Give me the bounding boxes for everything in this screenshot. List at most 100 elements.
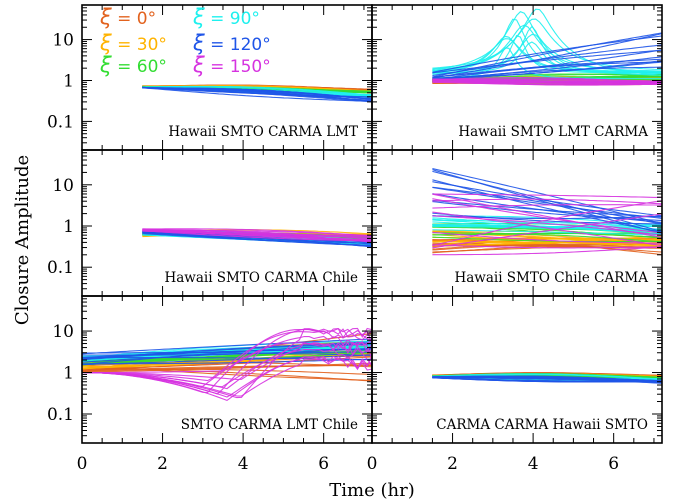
series-line-150deg	[432, 77, 662, 84]
series-line-0deg	[82, 364, 372, 372]
y-tick-label: 0.1	[47, 258, 74, 278]
x-tick-label: 6	[318, 454, 329, 474]
legend-entry: ξ = 30°	[99, 31, 167, 55]
panel-frame	[371, 295, 663, 444]
series-line-120deg	[432, 181, 662, 217]
series-line-120deg	[432, 60, 662, 81]
legend-entry: ξ = 120°	[192, 31, 271, 55]
series-line-150deg	[432, 198, 662, 234]
y-tick-label: 0.1	[47, 405, 74, 425]
series-line-90deg	[432, 217, 662, 230]
y-axis-label: Closure Amplitude	[12, 155, 33, 325]
legend-label: = 90°	[205, 9, 260, 29]
panel-series	[432, 372, 662, 384]
panel-series	[142, 228, 372, 248]
series-line-90deg	[432, 374, 662, 381]
legend-label: = 0°	[112, 9, 156, 29]
legend-label: = 60°	[112, 57, 167, 77]
x-tick-label: 4	[238, 454, 249, 474]
series-line-90deg	[432, 18, 662, 71]
panel-label: CARMA CARMA Hawaii SMTO	[436, 417, 648, 433]
panel-4: Hawaii SMTO Chile CARMA	[371, 149, 663, 297]
series-line-60deg	[432, 236, 662, 243]
series-line-90deg	[432, 47, 662, 80]
series-line-150deg	[142, 230, 372, 242]
series-line-150deg	[432, 231, 662, 244]
panel-1: 10 1 0.1 Hawaii SMTO CARMA LMT	[47, 4, 373, 151]
series-line-90deg	[432, 223, 662, 233]
panel-series	[142, 84, 372, 103]
x-tick-label: 4	[528, 454, 539, 474]
panel-series	[432, 168, 662, 256]
series-line-120deg	[432, 61, 662, 81]
y-tick-label: 10	[52, 176, 74, 196]
series-line-150deg	[432, 246, 662, 256]
panel-2: Hawaii SMTO LMT CARMA	[371, 4, 663, 151]
legend-label: = 30°	[112, 35, 167, 55]
series-line-60deg	[432, 233, 662, 243]
series-line-90deg	[432, 229, 662, 236]
legend-entry: ξ = 90°	[192, 5, 260, 29]
x-tick-label: 2	[157, 454, 168, 474]
x-tick-label: 2	[447, 454, 458, 474]
series-line-30deg	[432, 238, 662, 243]
series-line-120deg	[432, 49, 662, 74]
series-line-120deg	[432, 179, 662, 233]
series-line-120deg	[432, 186, 662, 225]
series-line-150deg	[432, 80, 662, 86]
series-line-150deg	[432, 193, 662, 199]
series-line-150deg	[432, 211, 662, 247]
panel-label: SMTO CARMA LMT Chile	[181, 417, 358, 433]
series-line-0deg	[82, 364, 372, 382]
series-line-120deg	[142, 87, 372, 98]
series-line-120deg	[432, 199, 662, 218]
panel-label: Hawaii SMTO CARMA Chile	[164, 270, 358, 286]
legend-entry: ξ = 60°	[99, 53, 167, 77]
series-line-150deg	[432, 200, 662, 247]
y-tick-label: 1	[63, 364, 74, 384]
series-line-150deg	[432, 193, 662, 238]
legend-symbol: ξ	[99, 53, 112, 77]
series-line-150deg	[142, 228, 372, 240]
series-line-150deg	[432, 198, 662, 205]
series-line-150deg	[82, 340, 372, 387]
legend-symbol: ξ	[192, 31, 205, 55]
panel-5: 10 1 0.1 0 2 4 6 SMTO CARMA LMT Chile	[47, 295, 373, 474]
panel-6: 0 2 4 6 CARMA CARMA Hawaii SMTO	[367, 295, 663, 474]
y-tick-label: 1	[63, 71, 74, 91]
series-line-90deg	[142, 85, 372, 96]
x-tick-label: 0	[367, 454, 378, 474]
legend-entry: ξ = 150°	[192, 53, 271, 77]
series-line-120deg	[82, 338, 372, 355]
series-line-120deg	[432, 32, 662, 78]
series-line-150deg	[142, 230, 372, 241]
series-line-120deg	[432, 35, 662, 73]
legend-label: = 150°	[205, 57, 271, 77]
series-line-150deg	[432, 213, 662, 249]
series-line-120deg	[142, 87, 372, 102]
series-line-120deg	[432, 376, 662, 383]
series-line-30deg	[432, 235, 662, 247]
panel-series	[82, 327, 372, 402]
series-line-120deg	[142, 87, 372, 102]
legend-symbol: ξ	[192, 53, 205, 77]
series-line-120deg	[432, 375, 662, 382]
y-tick-label: 10	[52, 322, 74, 342]
series-line-120deg	[432, 56, 662, 81]
legend-label: = 120°	[205, 35, 271, 55]
series-line-120deg	[82, 357, 372, 361]
panel-label: Hawaii SMTO LMT CARMA	[458, 124, 648, 140]
series-line-150deg	[82, 341, 372, 380]
series-line-120deg	[432, 377, 662, 383]
legend-entry: ξ = 0°	[99, 5, 156, 29]
panel-3: 10 1 0.1 Hawaii SMTO CARMA Chile	[47, 149, 373, 297]
series-line-120deg	[432, 44, 662, 77]
legend-symbol: ξ	[99, 5, 112, 29]
y-tick-label: 0.1	[47, 112, 74, 132]
panel-label: Hawaii SMTO CARMA LMT	[168, 124, 358, 140]
x-tick-label: 6	[608, 454, 619, 474]
series-line-150deg	[432, 244, 662, 249]
series-line-120deg	[82, 351, 372, 363]
